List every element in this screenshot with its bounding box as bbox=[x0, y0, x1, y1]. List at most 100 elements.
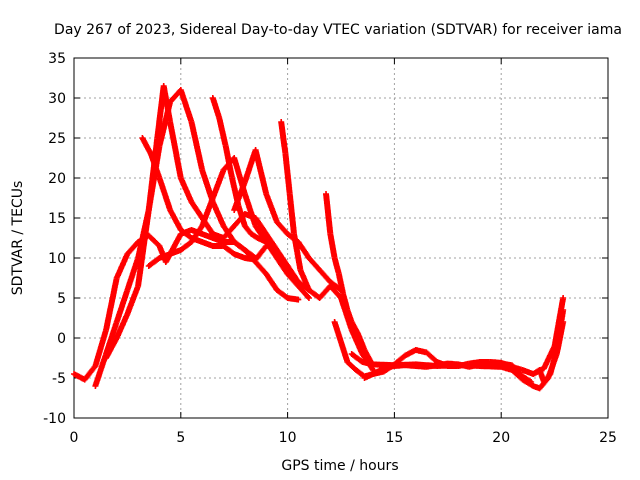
data-point-segment bbox=[348, 327, 365, 356]
data-marks bbox=[71, 83, 567, 392]
data-point-segment bbox=[323, 191, 334, 236]
series-track-13 bbox=[530, 307, 567, 385]
y-axis-label: SDTVAR / TECUs bbox=[10, 181, 26, 296]
data-point-segment bbox=[177, 175, 194, 204]
data-point-segment bbox=[327, 283, 343, 300]
data-point-segment bbox=[113, 252, 130, 281]
data-point bbox=[305, 295, 312, 301]
y-tick-label: -10 bbox=[43, 411, 66, 427]
data-point-segment bbox=[124, 284, 141, 317]
data-point-segment bbox=[508, 362, 525, 379]
data-point-segment bbox=[167, 119, 184, 180]
data-point-segment bbox=[344, 359, 358, 372]
data-point-segment bbox=[231, 180, 248, 213]
data-point-segment bbox=[167, 207, 184, 232]
x-tick-label: 0 bbox=[70, 430, 79, 446]
series-track-8 bbox=[278, 119, 377, 373]
data-point-segment bbox=[160, 83, 173, 124]
series-track-11 bbox=[348, 319, 567, 392]
data-point-segment bbox=[241, 223, 254, 236]
series-track-9 bbox=[323, 191, 377, 369]
y-tick-label: 10 bbox=[48, 251, 66, 267]
data-point-segment bbox=[284, 263, 301, 284]
data-point-segment bbox=[103, 276, 120, 333]
y-tick-label: 20 bbox=[48, 171, 66, 187]
data-point-segment bbox=[540, 344, 557, 372]
data-point-segment bbox=[113, 288, 130, 325]
data-point-segment bbox=[297, 267, 312, 292]
data-point-segment bbox=[316, 267, 333, 284]
data-point-segment bbox=[263, 191, 280, 224]
data-point-segment bbox=[135, 208, 152, 289]
data-point-segment bbox=[222, 143, 235, 180]
data-point-segment bbox=[263, 239, 279, 256]
data-point-segment bbox=[273, 251, 290, 268]
data-point-segment bbox=[199, 196, 216, 229]
data-point-segment bbox=[252, 244, 269, 263]
y-tick-label: 25 bbox=[48, 131, 66, 147]
data-point-segment bbox=[540, 372, 553, 385]
x-tick-label: 5 bbox=[176, 430, 185, 446]
data-point-segment bbox=[553, 308, 566, 353]
data-point-segment bbox=[263, 231, 280, 252]
data-point-segment bbox=[282, 151, 293, 196]
y-tick-label: 30 bbox=[48, 91, 66, 107]
data-point-segment bbox=[273, 287, 290, 301]
data-point-segment bbox=[124, 240, 141, 257]
series-track-2 bbox=[92, 87, 259, 389]
data-point bbox=[560, 295, 567, 301]
data-point-segment bbox=[113, 312, 130, 341]
ticks: 0 5 10 15 20 25 -10 -5 0 5 10 15 20 25 30 35 bbox=[43, 51, 617, 446]
data-point-segment bbox=[177, 239, 194, 253]
data-point-segment bbox=[508, 367, 525, 382]
y-tick-label: -5 bbox=[52, 371, 66, 387]
data-point-segment bbox=[291, 231, 304, 272]
data-point bbox=[560, 307, 567, 313]
data-point-segment bbox=[423, 349, 439, 364]
data-point-segment bbox=[252, 147, 269, 196]
y-tick-label: 15 bbox=[48, 211, 66, 227]
series-track-4 bbox=[139, 135, 270, 263]
data-point bbox=[528, 379, 535, 385]
data-point-segment bbox=[220, 224, 237, 241]
data-point-segment bbox=[231, 239, 247, 253]
series-track-6 bbox=[209, 95, 312, 293]
data-point-segment bbox=[316, 284, 333, 301]
data-point-segment bbox=[188, 199, 205, 220]
series-track-3 bbox=[103, 83, 291, 361]
y-tick-label: 35 bbox=[48, 51, 66, 67]
x-axis-label: GPS time / hours bbox=[281, 458, 398, 474]
data-point-segment bbox=[286, 191, 297, 236]
axis-box bbox=[73, 57, 609, 419]
x-tick-label: 20 bbox=[492, 430, 510, 446]
data-point-segment bbox=[335, 271, 346, 296]
data-point-segment bbox=[145, 255, 162, 269]
data-point-segment bbox=[220, 243, 236, 257]
data-point-segment bbox=[338, 339, 350, 364]
data-point-segment bbox=[327, 231, 338, 260]
series-track-12 bbox=[361, 360, 535, 385]
data-point-segment bbox=[263, 271, 280, 292]
chart-title: Day 267 of 2023, Sidereal Day-to-day VTE… bbox=[54, 22, 622, 38]
data-point-segment bbox=[92, 328, 109, 369]
data-point-segment bbox=[209, 168, 226, 201]
x-tick-label: 15 bbox=[385, 430, 403, 446]
data-point-segment bbox=[188, 119, 205, 172]
data-point-segment bbox=[177, 227, 194, 241]
x-tick-label: 25 bbox=[599, 430, 617, 446]
data-point-segment bbox=[306, 255, 322, 272]
data-point-segment bbox=[139, 135, 154, 156]
data-point bbox=[295, 296, 302, 303]
data-point-segment bbox=[103, 336, 119, 361]
data-point-segment bbox=[295, 283, 311, 300]
data-point-segment bbox=[331, 319, 344, 344]
data-point-segment bbox=[216, 115, 229, 148]
data-point-segment bbox=[124, 256, 141, 293]
y-tick-label: 0 bbox=[57, 331, 66, 347]
y-tick-label: 5 bbox=[57, 291, 66, 307]
data-point-segment bbox=[355, 331, 367, 352]
x-tick-label: 10 bbox=[279, 430, 297, 446]
data-point-segment bbox=[81, 364, 98, 383]
data-point-segment bbox=[209, 95, 222, 120]
